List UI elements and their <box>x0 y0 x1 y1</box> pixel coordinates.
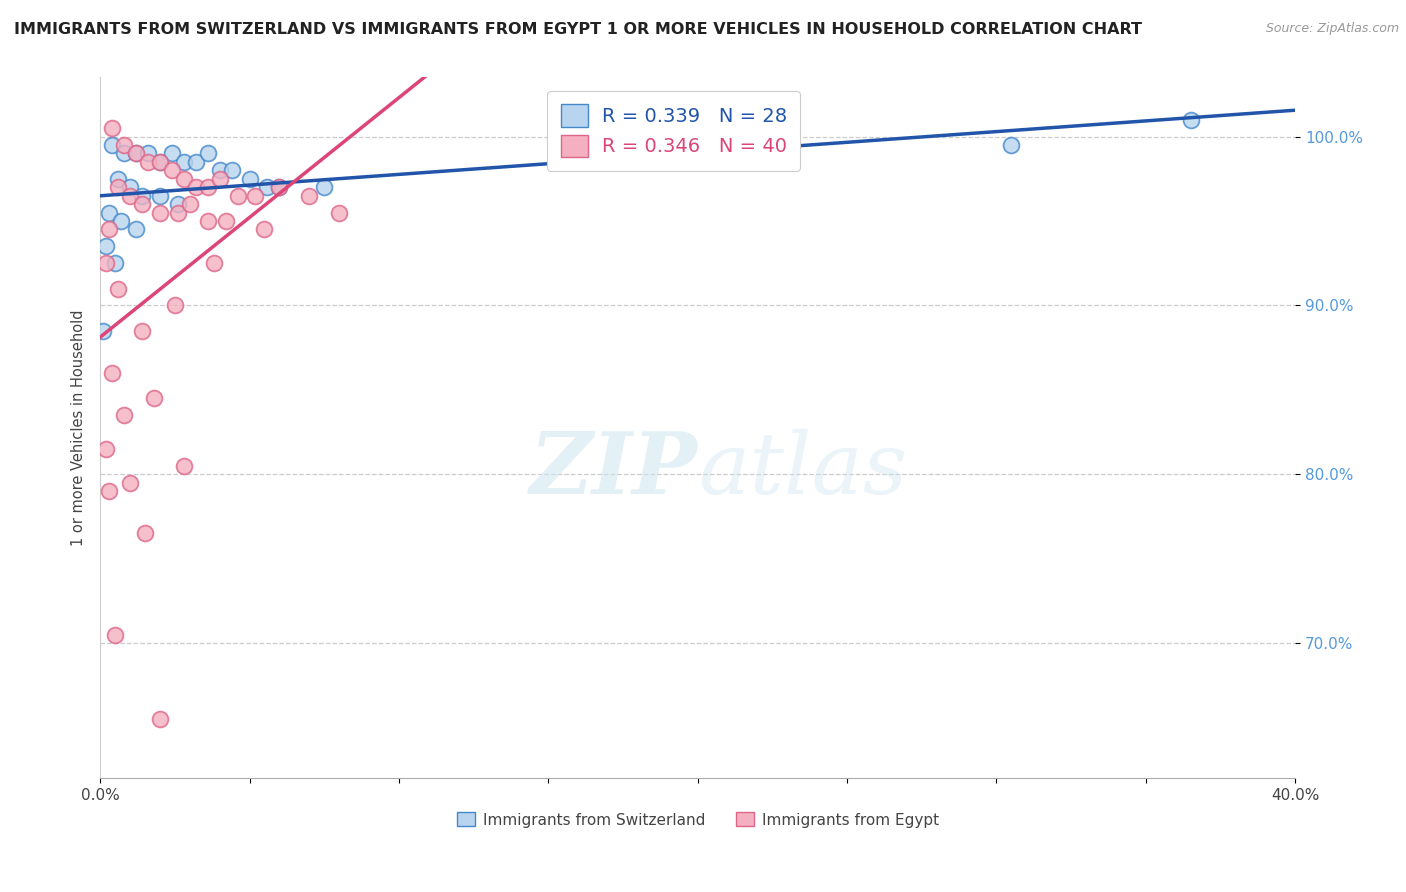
Point <box>173 458 195 473</box>
Point <box>214 214 236 228</box>
Point <box>107 180 129 194</box>
Point <box>197 180 219 194</box>
Point <box>149 188 172 202</box>
Point <box>98 205 121 219</box>
Text: IMMIGRANTS FROM SWITZERLAND VS IMMIGRANTS FROM EGYPT 1 OR MORE VEHICLES IN HOUSE: IMMIGRANTS FROM SWITZERLAND VS IMMIGRANT… <box>14 22 1142 37</box>
Point <box>136 154 159 169</box>
Point <box>94 256 117 270</box>
Point <box>104 256 127 270</box>
Point <box>98 222 121 236</box>
Point <box>173 154 195 169</box>
Point <box>98 484 121 499</box>
Point <box>94 239 117 253</box>
Point <box>298 188 321 202</box>
Point <box>197 214 219 228</box>
Point <box>112 138 135 153</box>
Point <box>149 154 172 169</box>
Point <box>269 180 291 194</box>
Point <box>149 712 172 726</box>
Point <box>101 138 124 153</box>
Point <box>1000 138 1022 153</box>
Point <box>110 214 132 228</box>
Point <box>91 324 114 338</box>
Point <box>253 222 276 236</box>
Point <box>221 163 243 178</box>
Point <box>131 197 153 211</box>
Point <box>131 188 153 202</box>
Point <box>136 146 159 161</box>
Point <box>163 298 186 312</box>
Text: Source: ZipAtlas.com: Source: ZipAtlas.com <box>1265 22 1399 36</box>
Point <box>269 180 291 194</box>
Point <box>125 146 148 161</box>
Point <box>179 197 201 211</box>
Point <box>256 180 278 194</box>
Point <box>112 146 135 161</box>
Point <box>107 281 129 295</box>
Point <box>142 392 165 406</box>
Point <box>245 188 267 202</box>
Point <box>101 366 124 380</box>
Point <box>202 256 225 270</box>
Point <box>125 222 148 236</box>
Point <box>160 163 183 178</box>
Point <box>328 205 350 219</box>
Point <box>149 205 172 219</box>
Point <box>208 163 231 178</box>
Point <box>184 154 207 169</box>
Legend: Immigrants from Switzerland, Immigrants from Egypt: Immigrants from Switzerland, Immigrants … <box>450 806 945 834</box>
Point <box>166 205 188 219</box>
Point <box>160 146 183 161</box>
Point <box>131 324 153 338</box>
Y-axis label: 1 or more Vehicles in Household: 1 or more Vehicles in Household <box>72 310 86 546</box>
Point <box>166 197 188 211</box>
Point <box>118 180 141 194</box>
Point <box>107 171 129 186</box>
Point <box>118 475 141 490</box>
Point <box>134 526 156 541</box>
Point <box>125 146 148 161</box>
Point <box>112 408 135 422</box>
Point <box>208 171 231 186</box>
Point <box>104 628 127 642</box>
Point <box>101 121 124 136</box>
Point <box>149 154 172 169</box>
Text: ZIP: ZIP <box>530 428 697 512</box>
Point <box>118 188 141 202</box>
Point <box>94 442 117 456</box>
Point <box>173 171 195 186</box>
Point <box>197 146 219 161</box>
Point <box>314 180 336 194</box>
Point <box>226 188 249 202</box>
Point <box>238 171 260 186</box>
Point <box>184 180 207 194</box>
Text: atlas: atlas <box>697 428 907 511</box>
Point <box>1180 112 1202 127</box>
